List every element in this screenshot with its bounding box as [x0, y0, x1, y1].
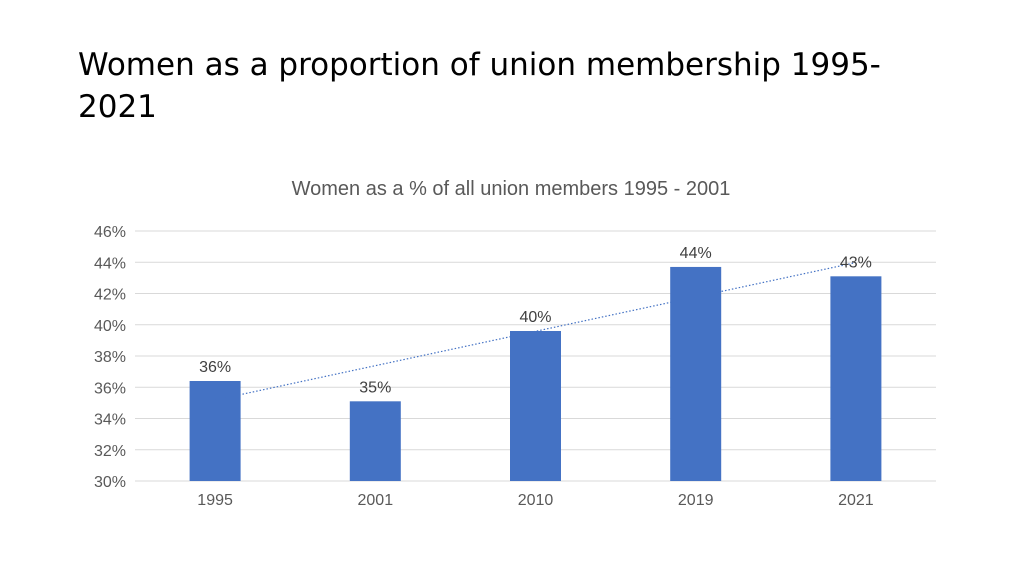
y-tick-label: 40%	[94, 318, 126, 335]
x-tick-label: 2019	[678, 492, 714, 509]
bar	[830, 276, 882, 481]
data-labels: 36% 35% 40% 44% 43%	[199, 245, 872, 396]
y-axis-ticks: 30% 32% 34% 36% 38% 40% 42% 44% 46%	[94, 224, 126, 491]
slide-title: Women as a proportion of union membershi…	[78, 47, 881, 125]
y-tick-label: 46%	[94, 224, 126, 241]
trendline	[214, 261, 857, 401]
x-axis-ticks: 1995 2001 2010 2019 2021	[197, 492, 873, 509]
x-tick-label: 2001	[358, 492, 394, 509]
bar	[349, 401, 401, 481]
x-tick-label: 1995	[197, 492, 233, 509]
data-label: 36%	[199, 359, 231, 376]
bar	[510, 331, 561, 481]
data-label: 43%	[840, 254, 872, 271]
bars	[189, 266, 882, 481]
chart-title: Women as a % of all union members 1995 -…	[292, 178, 731, 200]
y-tick-label: 30%	[94, 474, 126, 491]
x-tick-label: 2010	[518, 492, 554, 509]
bar	[670, 266, 722, 481]
bar	[189, 381, 241, 481]
y-tick-label: 36%	[94, 380, 126, 397]
y-tick-label: 34%	[94, 412, 126, 429]
y-tick-label: 44%	[94, 255, 126, 272]
trendline-group	[214, 261, 857, 401]
y-tick-label: 32%	[94, 443, 126, 460]
data-label: 40%	[519, 309, 551, 326]
data-label: 44%	[680, 245, 712, 262]
data-label: 35%	[359, 379, 391, 396]
y-tick-label: 38%	[94, 349, 126, 366]
x-tick-label: 2021	[838, 492, 874, 509]
y-tick-label: 42%	[94, 287, 126, 304]
